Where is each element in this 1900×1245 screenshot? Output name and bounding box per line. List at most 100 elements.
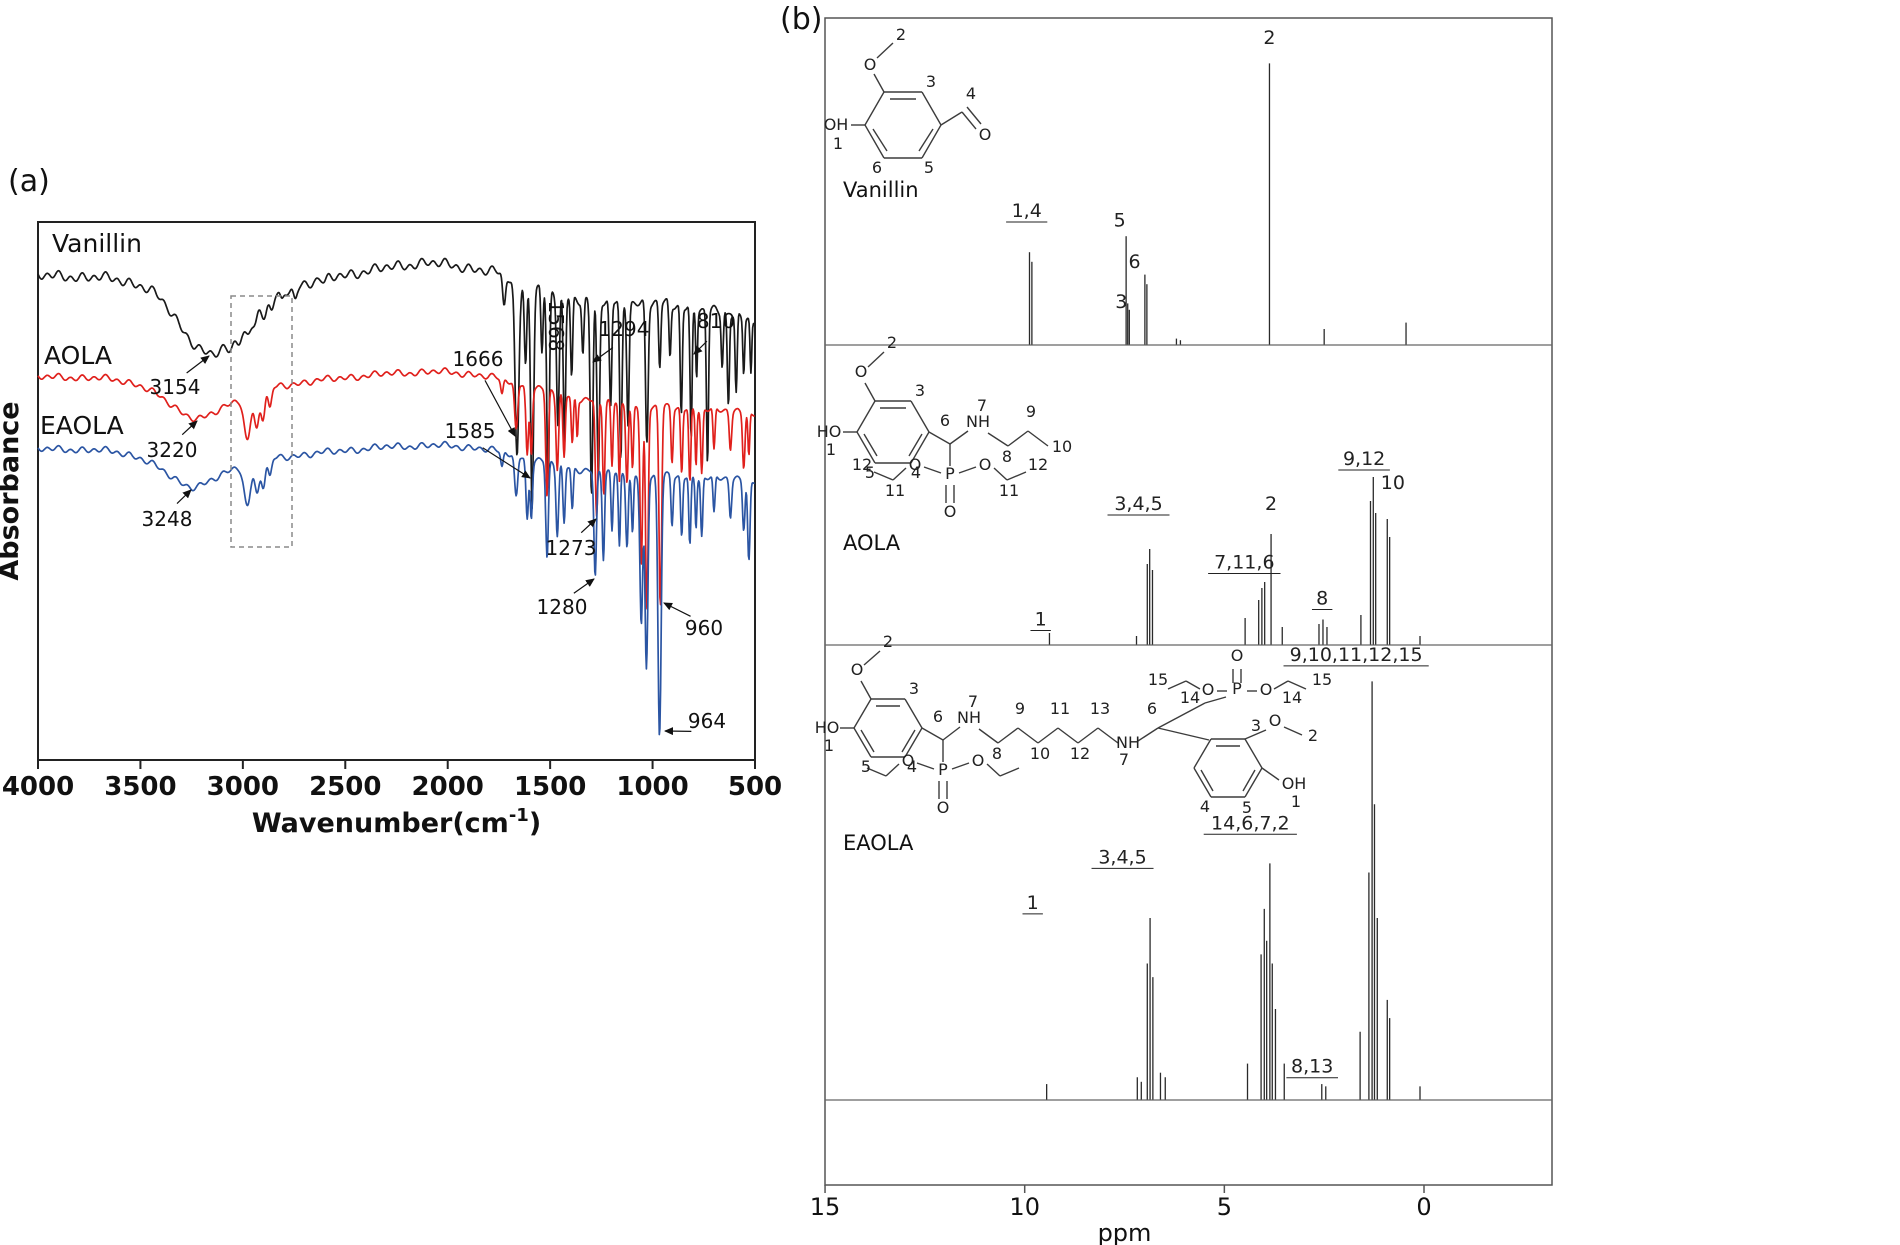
structure-atom-label: P xyxy=(945,464,955,483)
structure-atom-label: 13 xyxy=(1090,699,1110,718)
structure-atom-label: HO xyxy=(815,718,840,737)
ftir-annotation-964: 964 xyxy=(664,709,726,736)
structure-atom-label: O xyxy=(979,125,992,144)
ftir-annotation-810: 810 xyxy=(693,309,735,355)
structure-atom-label: NH xyxy=(957,708,981,727)
nmr-xtick-10: 10 xyxy=(1009,1193,1040,1221)
ftir-curve-EAOLA xyxy=(37,440,755,736)
structure-atom-label: O xyxy=(902,751,915,770)
structure-atom-label: 3 xyxy=(926,72,936,91)
ftir-xtick-1500: 1500 xyxy=(514,772,586,802)
structure-atom-label: 1 xyxy=(824,736,834,755)
structure-atom-label: O xyxy=(1260,680,1273,699)
nmr-peak-label: 9,10,11,12,15 xyxy=(1290,644,1423,666)
nmr-peak-label: 3,4,5 xyxy=(1114,493,1162,515)
structure-atom-label: HO xyxy=(817,422,842,441)
ftir-xtick-2500: 2500 xyxy=(309,772,381,802)
nmr-xtick-15: 15 xyxy=(810,1193,841,1221)
ftir-series-label-EAOLA: EAOLA xyxy=(40,411,124,440)
structure-atom-label: OH xyxy=(824,115,849,134)
ftir-plot-border xyxy=(37,221,756,761)
ftir-annotation-text: 1666 xyxy=(453,347,504,371)
ftir-annotation-3248: 3248 xyxy=(142,489,192,531)
ftir-series-AOLA: AOLA xyxy=(37,341,755,610)
nmr-peak-label: 1 xyxy=(1035,609,1047,631)
ftir-annotation-960: 960 xyxy=(663,602,723,640)
structure-atom-label: 7 xyxy=(968,692,978,711)
ftir-annotation-text: 1273 xyxy=(546,536,597,560)
structure-atom-label: 15 xyxy=(1148,670,1168,689)
ftir-dashed-box xyxy=(230,295,293,548)
panel-b-label: (b) xyxy=(780,2,823,37)
ftir-annotation-text: 3220 xyxy=(147,438,198,462)
ftir-xtick-2000: 2000 xyxy=(412,772,484,802)
nmr-peak-label: 5 xyxy=(1114,210,1126,232)
nmr-peak-label: 2 xyxy=(1265,493,1277,515)
structure-atom-label: O xyxy=(944,502,957,521)
nmr-peak-label: 1 xyxy=(1027,892,1039,914)
panel-a-label: (a) xyxy=(8,164,50,199)
structure-atom-label: 10 xyxy=(1052,437,1072,456)
nmr-peaks-AOLA xyxy=(1048,477,1421,645)
nmr-peak-label: 10 xyxy=(1381,472,1405,494)
structure-atom-label: 11 xyxy=(885,481,905,500)
structure-atom-label: 6 xyxy=(872,158,882,177)
ftir-annotation-text: 960 xyxy=(685,616,723,640)
ftir-annotation-text: 1585 xyxy=(445,419,496,443)
nmr-peak-label: 8 xyxy=(1316,588,1328,610)
structure-atom-label: 9 xyxy=(1026,402,1036,421)
structure-atom-label: 11 xyxy=(1050,699,1070,718)
nmr-peak-label: 7,11,6 xyxy=(1214,552,1274,574)
structure-name-AOLA: AOLA xyxy=(843,531,901,555)
structure-atom-label: 7 xyxy=(977,396,987,415)
structure-atom-label: O xyxy=(1269,711,1282,730)
nmr-peak-label: 14,6,7,2 xyxy=(1211,812,1290,834)
nmr-xtick-5: 5 xyxy=(1217,1193,1232,1221)
ftir-curve-AOLA xyxy=(37,367,755,610)
ftir-xtick-3500: 3500 xyxy=(104,772,176,802)
structure-atom-label: 1 xyxy=(1291,792,1301,811)
structure-atom-label: 6 xyxy=(1147,699,1157,718)
ftir-annotation-text: 810 xyxy=(697,309,735,333)
structure-name-Vanillin: Vanillin xyxy=(843,178,919,202)
structure-atom-label: 3 xyxy=(909,679,919,698)
structure-atom-label: 7 xyxy=(1119,750,1129,769)
ftir-series-label-AOLA: AOLA xyxy=(44,341,112,370)
ftir-xtick-500: 500 xyxy=(728,772,782,802)
nmr-panel-border xyxy=(824,17,1553,1186)
structure-atom-label: 10 xyxy=(1030,744,1050,763)
structure-atom-label: 3 xyxy=(1251,716,1261,735)
structure-atom-label: O xyxy=(1202,680,1215,699)
ftir-annotation-1666: 1666 xyxy=(453,347,516,437)
structure-atom-label: 2 xyxy=(1308,726,1318,745)
ftir-annotation-1273: 1273 xyxy=(546,518,597,560)
structure-atom-label: O xyxy=(979,455,992,474)
structure-atom-label: 6 xyxy=(933,707,943,726)
nmr-peaks-EAOLA xyxy=(1046,681,1421,1100)
structure-atom-label: 14 xyxy=(1180,688,1200,707)
structure-atom-label: O xyxy=(851,660,864,679)
nmr-peak-label: 9,12 xyxy=(1343,448,1385,470)
ftir-annotation-text: 1568 xyxy=(544,301,568,352)
structure-atom-label: 12 xyxy=(852,455,872,474)
ftir-annotation-text: 3154 xyxy=(150,375,201,399)
structure-atom-label: 8 xyxy=(1002,447,1012,466)
structure-atom-label: NH xyxy=(966,412,990,431)
ftir-annotation-1568: 1568 xyxy=(544,301,568,352)
structure-atom-label: 2 xyxy=(883,632,893,651)
ftir-annotation-text: 1294 xyxy=(599,317,650,341)
nmr-peak-label: 6 xyxy=(1128,251,1140,273)
structure-atom-label: 12 xyxy=(1028,455,1048,474)
structure-atom-label: O xyxy=(937,798,950,817)
structure-atom-label: 15 xyxy=(1312,670,1332,689)
nmr-peak-label: 8,13 xyxy=(1291,1056,1333,1078)
ftir-x-axis: 4000 3500 3000 2500 2000 1500 1000 500 xyxy=(2,760,782,802)
structure-atom-label: 12 xyxy=(1070,744,1090,763)
ftir-xtick-1000: 1000 xyxy=(616,772,688,802)
nmr-peak-label: 3,4,5 xyxy=(1098,846,1146,868)
